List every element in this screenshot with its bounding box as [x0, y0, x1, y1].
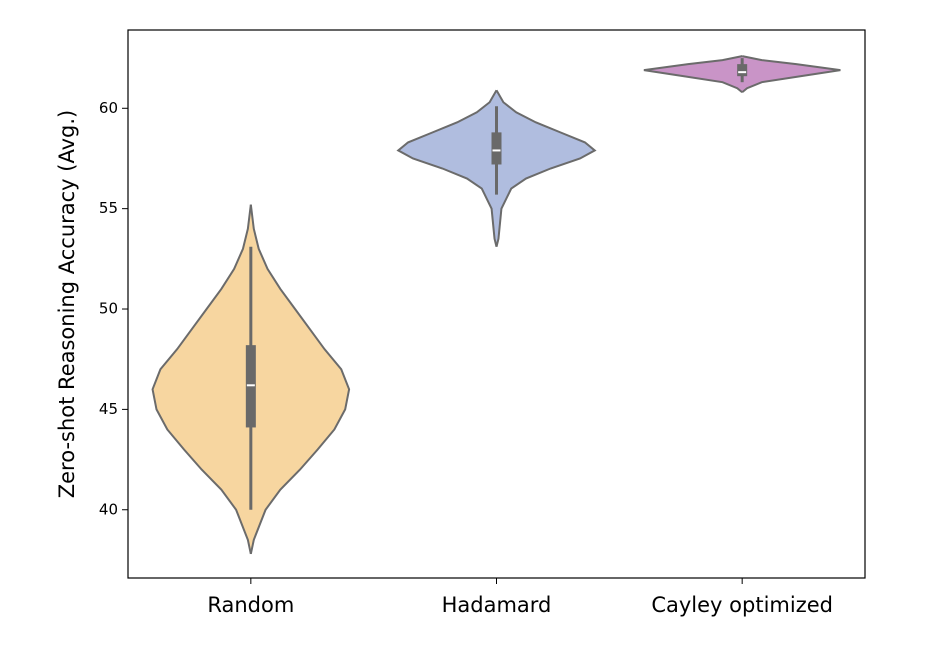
violin-left-edge [151, 204, 252, 555]
y-tick-label: 60 [99, 99, 118, 117]
box [737, 64, 748, 77]
violin-right-edge [741, 55, 841, 94]
y-tick-label: 40 [99, 500, 118, 518]
plot-frame [127, 29, 866, 579]
box [245, 345, 256, 428]
x-tick-label: Cayley optimized [651, 593, 833, 617]
violin-right-edge [249, 204, 351, 555]
x-tick-label: Hadamard [442, 593, 552, 617]
y-axis-label: Zero-shot Reasoning Accuracy (Avg.) [55, 110, 79, 499]
violin-left-edge [643, 55, 743, 94]
box [491, 132, 502, 165]
y-tick-label: 55 [99, 199, 118, 217]
violin-left-edge [396, 89, 498, 248]
x-tick-label: Random [207, 593, 294, 617]
y-tick-label: 50 [99, 300, 118, 318]
y-tick-label: 45 [99, 400, 118, 418]
violin-right-edge [495, 89, 597, 248]
